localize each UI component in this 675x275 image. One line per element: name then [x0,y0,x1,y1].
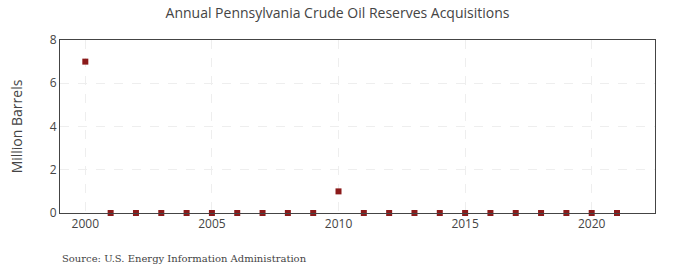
svg-text:Million Barrels: Million Barrels [7,79,26,173]
svg-text:6: 6 [50,74,57,91]
svg-text:4: 4 [50,118,57,135]
svg-text:2: 2 [50,161,57,178]
svg-text:2020: 2020 [578,215,606,232]
svg-text:2005: 2005 [198,215,226,232]
svg-text:Annual Pennsylvania Crude Oil: Annual Pennsylvania Crude Oil Reserves A… [166,3,510,22]
svg-text:2000: 2000 [72,215,100,232]
svg-text:Source: U.S. Energy Informatio: Source: U.S. Energy Information Administ… [62,253,307,264]
svg-text:8: 8 [50,31,57,48]
svg-text:2015: 2015 [451,215,479,232]
svg-text:0: 0 [50,204,57,221]
svg-text:2010: 2010 [325,215,353,232]
